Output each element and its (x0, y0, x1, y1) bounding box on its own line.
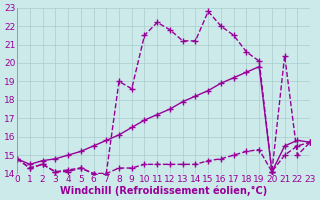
X-axis label: Windchill (Refroidissement éolien,°C): Windchill (Refroidissement éolien,°C) (60, 185, 267, 196)
